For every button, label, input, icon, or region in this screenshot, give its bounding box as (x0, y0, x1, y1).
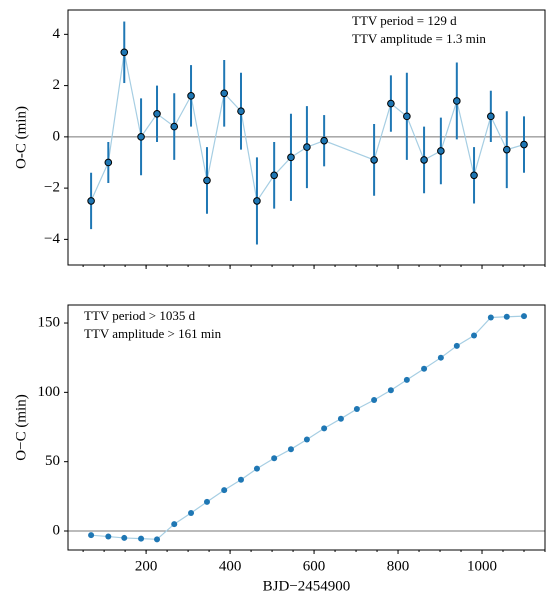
y-tick-label: −4 (44, 231, 60, 247)
annotation: TTV amplitude > 161 min (84, 326, 222, 341)
data-point (403, 112, 411, 121)
series-line (91, 315, 525, 540)
data-point (88, 532, 95, 539)
data-point (453, 342, 460, 349)
data-point (104, 158, 113, 167)
y-tick-label: 0 (53, 128, 61, 144)
y-tick-label: −2 (44, 180, 60, 196)
data-point (502, 145, 511, 154)
y-tick-label: 2 (53, 77, 61, 93)
data-point (287, 153, 295, 162)
data-point (353, 405, 360, 412)
data-point (487, 314, 494, 321)
annotation: TTV period > 1035 d (84, 308, 196, 323)
data-point (271, 455, 278, 462)
annotation: TTV period = 129 d (352, 13, 457, 28)
data-point (87, 197, 95, 205)
y-axis-label: O−C (min) (13, 394, 29, 460)
y-axis-label: O-C (min) (13, 106, 29, 169)
data-point (487, 112, 495, 121)
data-point (237, 107, 245, 116)
y-tick-label: 150 (38, 314, 61, 330)
data-point (188, 509, 195, 516)
data-point (420, 156, 428, 164)
data-point (203, 176, 211, 185)
data-point (171, 521, 178, 528)
data-point (153, 109, 161, 118)
data-point (387, 99, 395, 108)
data-point (203, 498, 210, 505)
y-tick-label: 50 (45, 453, 60, 469)
data-point (370, 156, 378, 164)
data-point (253, 465, 260, 472)
y-tick-label: 0 (53, 522, 61, 538)
data-point (170, 122, 179, 131)
data-point (220, 89, 229, 98)
data-point (137, 133, 145, 141)
x-tick-label: 800 (387, 558, 410, 574)
data-point (303, 143, 311, 151)
data-point (321, 425, 328, 432)
x-axis-label: BJD−2454900 (263, 578, 351, 594)
data-point (138, 535, 145, 542)
annotation: TTV amplitude = 1.3 min (352, 31, 486, 46)
plot-frame (67, 304, 546, 551)
data-point (387, 387, 394, 394)
data-point (320, 136, 328, 145)
y-tick-label: 4 (53, 26, 61, 42)
data-point (337, 415, 344, 422)
x-tick-label: 1000 (467, 558, 497, 574)
data-point (121, 534, 128, 541)
data-point (237, 476, 244, 483)
y-tick-label: 100 (38, 384, 61, 400)
data-point (403, 376, 410, 383)
x-tick-label: 600 (303, 558, 326, 574)
x-tick-label: 200 (135, 558, 158, 574)
data-point (453, 97, 461, 105)
data-point (187, 92, 195, 100)
plot-frame (67, 9, 546, 266)
data-point (437, 354, 444, 361)
data-point (253, 197, 261, 205)
data-point (287, 446, 294, 453)
data-point (303, 436, 310, 443)
x-tick-label: 400 (219, 558, 242, 574)
data-point (471, 332, 478, 339)
data-point (421, 365, 428, 372)
data-point (270, 171, 278, 180)
data-point (120, 48, 129, 57)
data-point (503, 313, 510, 320)
data-point (371, 396, 378, 403)
data-point (437, 147, 445, 155)
data-point (221, 487, 228, 494)
data-point (105, 533, 112, 540)
data-point (521, 313, 528, 320)
data-point (470, 171, 478, 180)
data-point (520, 140, 528, 149)
data-point (154, 536, 161, 543)
